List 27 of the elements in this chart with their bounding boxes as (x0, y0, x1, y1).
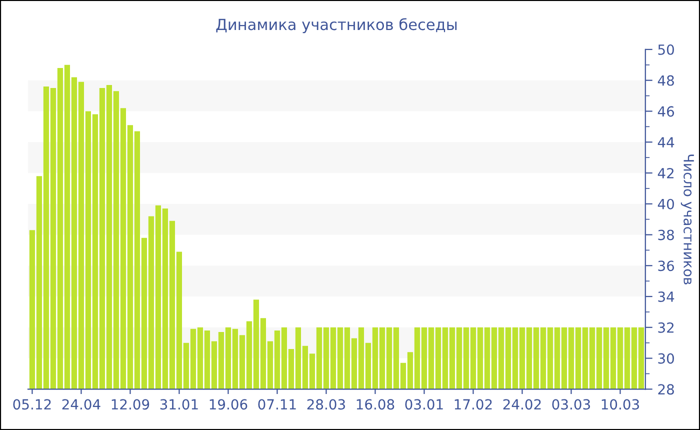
x-tick-label: 19.06 (210, 399, 248, 410)
y-tick-label: 44 (658, 137, 674, 148)
y-tick-label: 30 (658, 353, 674, 364)
y-tick-label: 50 (658, 44, 674, 55)
chart-title: Динамика участников беседы (216, 18, 457, 34)
x-tick-label: 31.01 (160, 399, 198, 410)
y-tick-label: 42 (658, 168, 674, 178)
y-tick-label: 48 (658, 75, 674, 86)
x-tick-label: 16.08 (356, 399, 394, 410)
y-tick-label: 46 (658, 106, 674, 117)
y-tick-label: 34 (658, 291, 674, 302)
y-tick-label: 36 (658, 260, 674, 272)
x-tick-label: 17.02 (454, 399, 492, 410)
y-axis-title: Число участников (680, 154, 694, 284)
x-tick-label: 24.04 (62, 399, 100, 410)
x-tick-label: 05.12 (13, 399, 51, 410)
y-tick-label: 28 (658, 384, 674, 395)
x-tick-label: 07.11 (258, 399, 296, 410)
x-tick-label: 10.03 (602, 399, 639, 410)
y-tick-label: 32 (658, 322, 674, 333)
x-tick-label: 28.03 (307, 399, 345, 410)
y-tick-label: 40 (658, 198, 674, 210)
x-tick-label: 03.03 (552, 399, 590, 410)
x-tick-label: 12.09 (112, 399, 150, 410)
x-tick-label: 24.02 (503, 399, 541, 410)
y-tick-label: 38 (658, 230, 674, 240)
x-tick-label: 03.01 (405, 399, 443, 410)
